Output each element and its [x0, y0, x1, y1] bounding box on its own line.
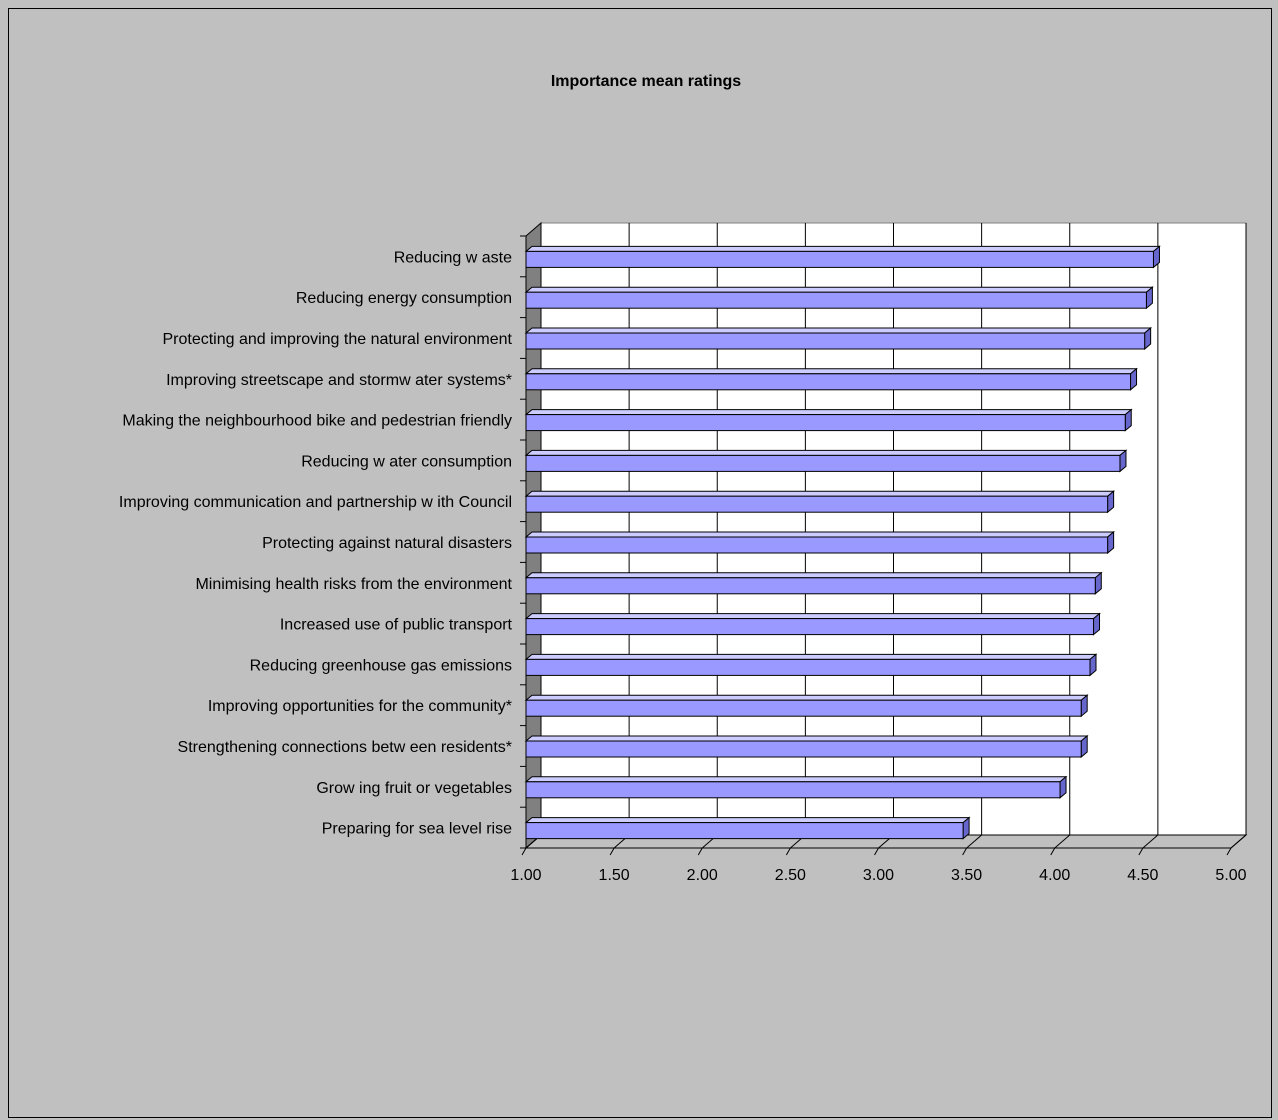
x-tick-label: 2.50	[775, 867, 806, 884]
x-tick-label: 5.00	[1215, 867, 1246, 884]
y-tick-label: Improving streetscape and stormw ater sy…	[166, 372, 512, 389]
bar	[525, 291, 1147, 309]
x-tick-mark	[697, 847, 703, 856]
y-tick-label: Strengthening connections betw een resid…	[178, 739, 512, 756]
bar	[525, 250, 1154, 268]
y-tick-label: Improving opportunities for the communit…	[208, 698, 512, 715]
x-tick-label: 2.00	[687, 867, 718, 884]
x-floor-line	[966, 834, 982, 849]
y-tick-label: Minimising health risks from the environ…	[195, 576, 512, 593]
y-tick-label: Protecting against natural disasters	[262, 535, 512, 552]
x-tick-label: 3.00	[863, 867, 894, 884]
x-tick-mark	[962, 847, 968, 856]
bar-top	[524, 286, 1154, 293]
bar	[525, 536, 1109, 554]
bar-top	[524, 572, 1103, 579]
bar	[525, 699, 1082, 717]
chart-frame: Importance mean ratings 1.00 1.50 2.00 2.50…	[8, 8, 1272, 1118]
x-floor-line	[1230, 834, 1247, 849]
y-tick-label: Preparing for sea level rise	[322, 821, 512, 838]
x-tick-label: 3.50	[951, 867, 982, 884]
bar	[525, 740, 1082, 758]
bar-chart: Importance mean ratings 1.00 1.50 2.00 2.50…	[119, 73, 1248, 884]
bar	[525, 658, 1091, 676]
bar-top	[524, 245, 1161, 252]
bar-top	[524, 449, 1128, 456]
x-tick-label: 1.00	[510, 867, 541, 884]
x-tick-mark	[521, 847, 527, 856]
y-tick-label: Making the neighbourhood bike and pedest…	[122, 413, 512, 430]
bar-top	[524, 776, 1068, 783]
x-tick-label: 1.50	[599, 867, 630, 884]
bar-top	[524, 490, 1116, 497]
bar	[525, 495, 1109, 513]
bar-top	[524, 531, 1116, 538]
bar-top	[524, 735, 1089, 742]
y-tick-label: Reducing energy consumption	[296, 290, 512, 307]
y-tick-label: Reducing w aste	[394, 249, 512, 266]
bar	[525, 454, 1121, 472]
x-tick-label: 4.50	[1127, 867, 1158, 884]
chart-title: Importance mean ratings	[551, 73, 741, 90]
x-floor-line	[1142, 834, 1159, 849]
bar-top	[524, 653, 1098, 660]
bar-top	[524, 368, 1138, 375]
x-tick-mark	[609, 847, 615, 856]
y-tick-label: Reducing w ater consumption	[301, 453, 512, 470]
y-tick-label: Grow ing fruit or vegetables	[316, 780, 512, 797]
bar	[525, 577, 1096, 595]
y-tick-label: Protecting and improving the natural env…	[162, 331, 512, 348]
x-tick-mark	[785, 847, 791, 856]
bar	[525, 332, 1146, 350]
bar-top	[524, 817, 971, 824]
bar	[525, 373, 1132, 391]
bar-top	[524, 409, 1133, 416]
x-tick-mark	[1226, 847, 1232, 856]
bar	[525, 781, 1061, 799]
bar-top	[524, 613, 1101, 620]
y-tick-label: Reducing greenhouse gas emissions	[250, 657, 512, 674]
y-tick-label: Improving communication and partnership …	[119, 494, 512, 511]
x-tick-mark	[1050, 847, 1056, 856]
bar	[525, 822, 964, 840]
bar	[525, 618, 1095, 636]
bar-top	[524, 694, 1089, 701]
bar-top	[524, 327, 1153, 334]
x-tick-mark	[874, 847, 879, 856]
y-tick-label: Increased use of public transport	[280, 617, 513, 634]
x-tick-mark	[1138, 847, 1144, 856]
plot-area: 1.00 1.50 2.00 2.50 3.00 3.50 4.00 4.50 5.00 Redu…	[119, 221, 1248, 884]
x-tick-label: 4.00	[1039, 867, 1070, 884]
bar	[525, 414, 1126, 432]
x-floor-line	[1054, 834, 1071, 849]
